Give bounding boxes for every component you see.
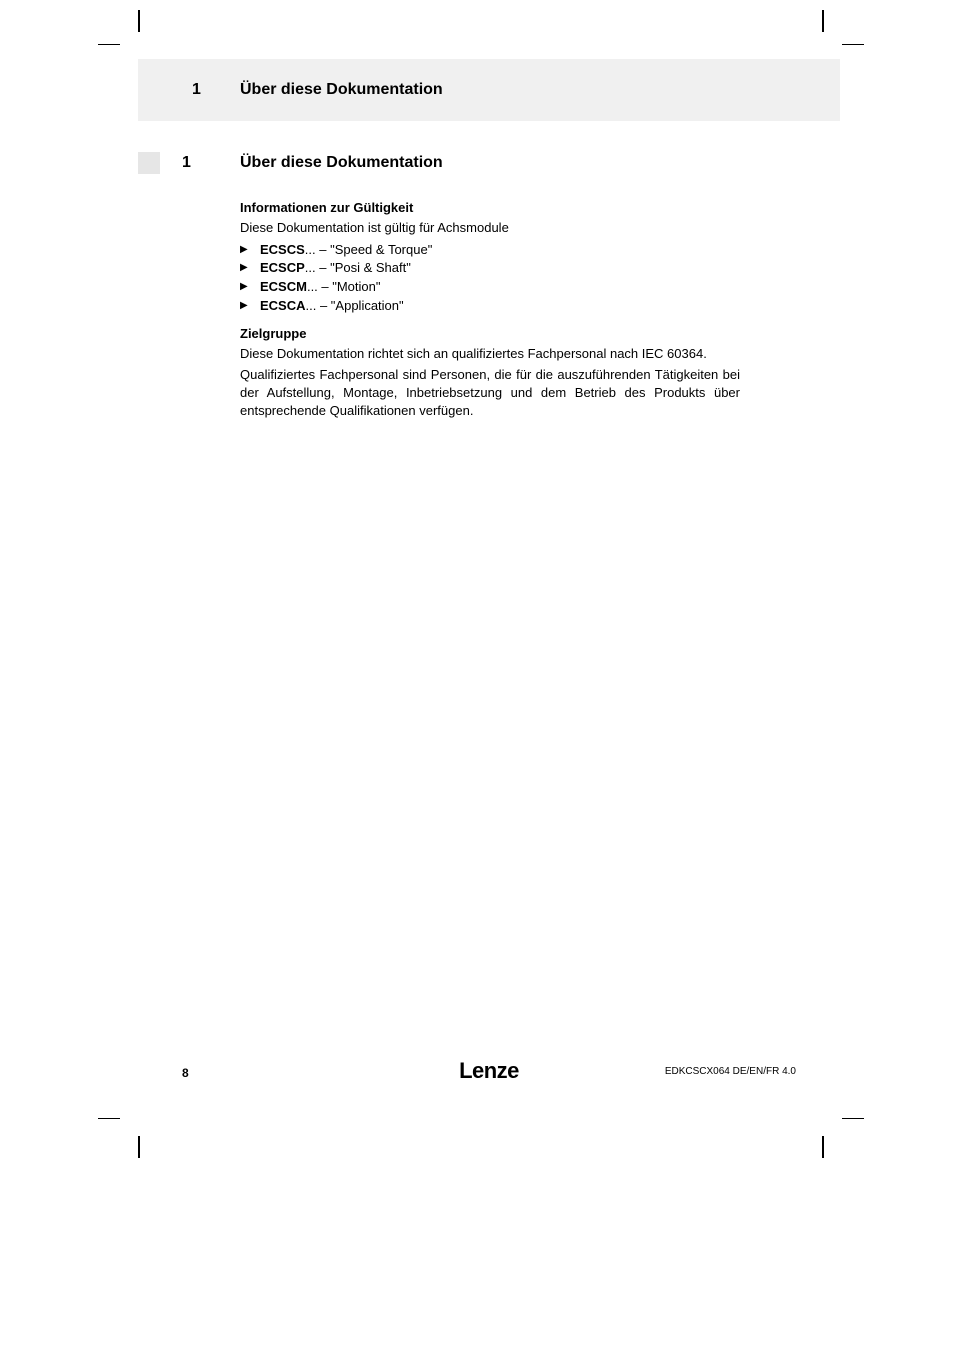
content-area: Informationen zur Gültigkeit Diese Dokum… [240, 200, 740, 423]
triangle-bullet-icon: ▶ [240, 259, 260, 278]
validity-intro: Diese Dokumentation ist gültig für Achsm… [240, 219, 740, 237]
list-item-text: ECSCP... – "Posi & Shaft" [260, 259, 411, 278]
crop-mark [98, 1118, 120, 1119]
page-footer: 8 Lenze EDKCSCX064 DE/EN/FR 4.0 [138, 1058, 840, 1088]
crop-mark [138, 1136, 140, 1158]
list-item-text: ECSCM... – "Motion" [260, 278, 381, 297]
triangle-bullet-icon: ▶ [240, 297, 260, 316]
crop-mark [138, 10, 140, 32]
validity-list: ▶ ECSCS... – "Speed & Torque" ▶ ECSCP...… [240, 241, 740, 316]
crop-mark [98, 44, 120, 45]
list-item: ▶ ECSCA... – "Application" [240, 297, 740, 316]
crop-mark [842, 1118, 864, 1119]
page-number: 8 [182, 1066, 189, 1080]
crop-mark [822, 10, 824, 32]
audience-paragraph-1: Diese Dokumentation richtet sich an qual… [240, 345, 740, 363]
section-number: 1 [182, 154, 240, 172]
list-item: ▶ ECSCS... – "Speed & Torque" [240, 241, 740, 260]
header-chapter-title: Über diese Dokumentation [240, 81, 443, 99]
section-heading: 1 Über diese Dokumentation [182, 154, 443, 172]
document-id: EDKCSCX064 DE/EN/FR 4.0 [665, 1066, 796, 1077]
page-header: 1 Über diese Dokumentation [138, 59, 840, 121]
section-marker [138, 152, 160, 174]
list-item: ▶ ECSCP... – "Posi & Shaft" [240, 259, 740, 278]
header-chapter-number: 1 [192, 81, 240, 99]
audience-heading: Zielgruppe [240, 326, 740, 341]
section-title: Über diese Dokumentation [240, 154, 443, 172]
triangle-bullet-icon: ▶ [240, 241, 260, 260]
list-item: ▶ ECSCM... – "Motion" [240, 278, 740, 297]
list-item-text: ECSCS... – "Speed & Torque" [260, 241, 432, 260]
validity-heading: Informationen zur Gültigkeit [240, 200, 740, 215]
list-item-text: ECSCA... – "Application" [260, 297, 404, 316]
audience-paragraph-2: Qualifiziertes Fachpersonal sind Persone… [240, 366, 740, 419]
crop-mark [842, 44, 864, 45]
crop-mark [822, 1136, 824, 1158]
triangle-bullet-icon: ▶ [240, 278, 260, 297]
brand-logo: Lenze [459, 1058, 519, 1084]
